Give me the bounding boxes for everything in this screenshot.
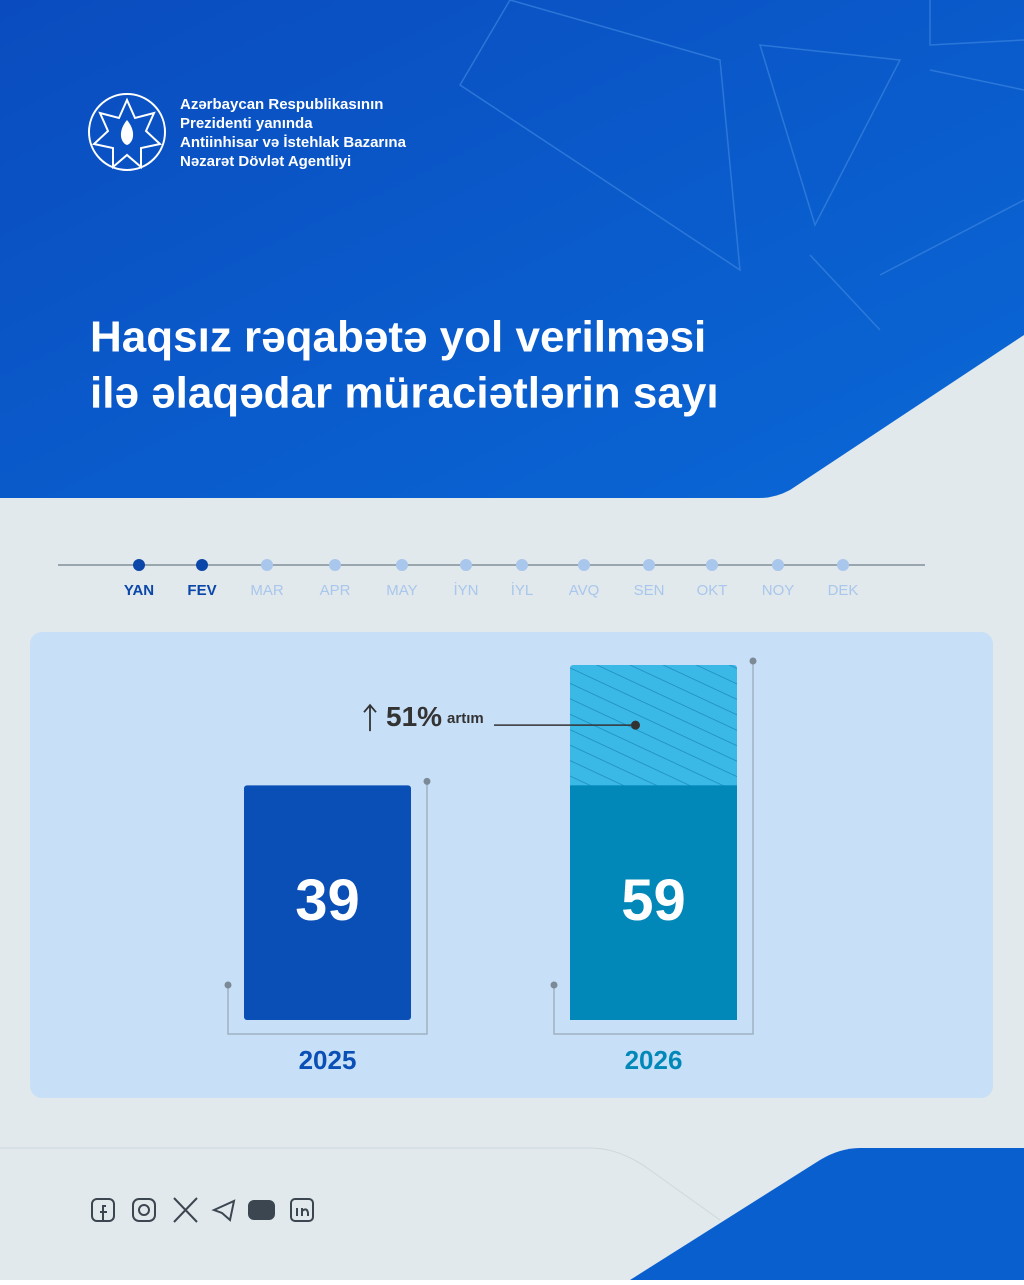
month-label: APR xyxy=(320,582,351,599)
x-tick-label: 2026 xyxy=(625,1045,683,1075)
logo xyxy=(88,93,166,171)
month-label: NOY xyxy=(762,582,795,599)
title: Haqsız rəqabətə yol verilməsi xyxy=(90,313,706,362)
bracket-dot xyxy=(423,777,431,785)
month-dot xyxy=(516,559,528,571)
title: ilə əlaqədar müraciətlərin sayı xyxy=(90,369,719,418)
footer-band xyxy=(630,1148,1024,1280)
value-label: 59 xyxy=(621,868,686,933)
bracket-dot xyxy=(550,981,558,989)
bracket-dot xyxy=(224,981,232,989)
org-name: Azərbaycan Respublikasının xyxy=(180,96,383,113)
annotation-value: 51% xyxy=(386,702,442,733)
month-label: OKT xyxy=(697,582,728,599)
org-name: Prezidenti yanında xyxy=(180,115,313,132)
month-dot xyxy=(578,559,590,571)
month-dot xyxy=(329,559,341,571)
header-band xyxy=(0,0,1024,498)
bracket xyxy=(227,781,428,1035)
footer-line xyxy=(0,1147,721,1221)
facebook-icon[interactable] xyxy=(91,1198,115,1222)
x-icon[interactable] xyxy=(173,1197,198,1223)
month-label: MAY xyxy=(386,582,417,599)
org-name: Nəzarət Dövlət Agentliyi xyxy=(180,153,351,170)
value-label: 39 xyxy=(295,868,360,933)
bar xyxy=(244,785,411,1020)
bracket-dot xyxy=(749,657,757,665)
bar-base xyxy=(570,785,737,1020)
x-tick-label: 2025 xyxy=(299,1045,357,1075)
month-dot xyxy=(396,559,408,571)
month-label: FEV xyxy=(187,582,216,599)
annotation-arrow xyxy=(363,703,377,732)
month-dot xyxy=(196,559,208,571)
month-label: DEK xyxy=(828,582,859,599)
month-dot xyxy=(643,559,655,571)
month-dot xyxy=(837,559,849,571)
bracket xyxy=(553,661,754,1035)
chart-panel xyxy=(30,632,993,1098)
linkedin-icon[interactable] xyxy=(290,1198,314,1222)
month-dot xyxy=(133,559,145,571)
month-dot xyxy=(772,559,784,571)
instagram-icon[interactable] xyxy=(132,1198,156,1222)
decor xyxy=(458,0,1024,331)
month-dot xyxy=(706,559,718,571)
month-label: İYL xyxy=(511,581,534,599)
annotation: 51% artım xyxy=(386,702,484,733)
annotation-dot xyxy=(631,720,640,730)
month-label: İYN xyxy=(453,581,478,599)
org-name: Antiinhisar və İstehlak Bazarına xyxy=(180,134,407,151)
month-label: AVQ xyxy=(569,582,600,599)
annotation-text: artım xyxy=(447,710,484,727)
youtube-icon[interactable] xyxy=(248,1200,275,1220)
month-label: MAR xyxy=(250,582,284,599)
social-icons xyxy=(91,1197,314,1223)
telegram-icon[interactable] xyxy=(211,1199,236,1222)
month-label: YAN xyxy=(124,582,154,599)
month-dot xyxy=(261,559,273,571)
month-dot xyxy=(460,559,472,571)
month-label: SEN xyxy=(634,582,665,599)
